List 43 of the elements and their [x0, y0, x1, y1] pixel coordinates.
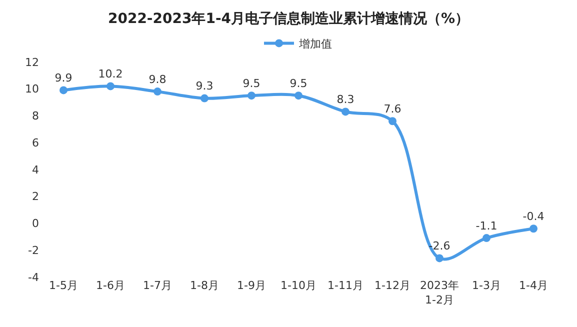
x-tick-label: 1-4月 [519, 279, 548, 292]
data-label: -0.4 [522, 210, 544, 223]
y-tick-label: -4 [28, 270, 39, 284]
x-tick-label: 1-7月 [143, 279, 172, 292]
point [388, 117, 396, 126]
data-label: 9.3 [196, 80, 214, 93]
legend-label: 增加值 [298, 37, 332, 50]
x-tick-label: 1-9月 [237, 279, 266, 292]
y-tick-label: 10 [25, 82, 39, 96]
data-label: 9.9 [54, 71, 72, 84]
x-tick-label: 1-3月 [472, 279, 501, 292]
point [482, 234, 490, 242]
y-tick-label: 2 [32, 190, 39, 204]
data-label: -1.1 [476, 219, 498, 232]
point [60, 86, 68, 94]
x-tick-label: 1-12月 [374, 279, 410, 292]
x-tick-label: 1-10月 [280, 279, 316, 292]
x-tick-label: 1-6月 [96, 279, 125, 292]
point [294, 92, 302, 100]
point [248, 92, 256, 100]
point [200, 94, 208, 102]
point [106, 82, 114, 90]
y-tick-label: 8 [32, 110, 39, 123]
point [154, 88, 162, 96]
x-tick-label: 1-11月 [328, 279, 364, 292]
y-tick-label: 0 [32, 217, 39, 230]
x-tick-label: 1-5月 [49, 279, 78, 292]
y-tick-label: 4 [32, 163, 39, 176]
data-label: 9.8 [148, 72, 166, 86]
y-tick-label: 6 [32, 136, 39, 150]
chart-title: 2022-2023年1-4月电子信息制造业累计增速情况（%） [108, 10, 470, 27]
x-tick-label: 1-8月 [190, 279, 219, 292]
point [530, 224, 538, 233]
y-tick-label: 12 [25, 56, 39, 69]
x-tick-label: 2023年 1-2月 [420, 279, 459, 306]
point [436, 254, 444, 262]
data-label: 9.5 [290, 76, 308, 90]
data-label: 9.5 [242, 76, 260, 90]
data-label: 10.2 [98, 67, 123, 80]
point [342, 108, 350, 116]
data-label: 7.6 [384, 102, 402, 116]
y-tick-label: -2 [28, 244, 39, 257]
data-label: 8.3 [336, 92, 354, 106]
